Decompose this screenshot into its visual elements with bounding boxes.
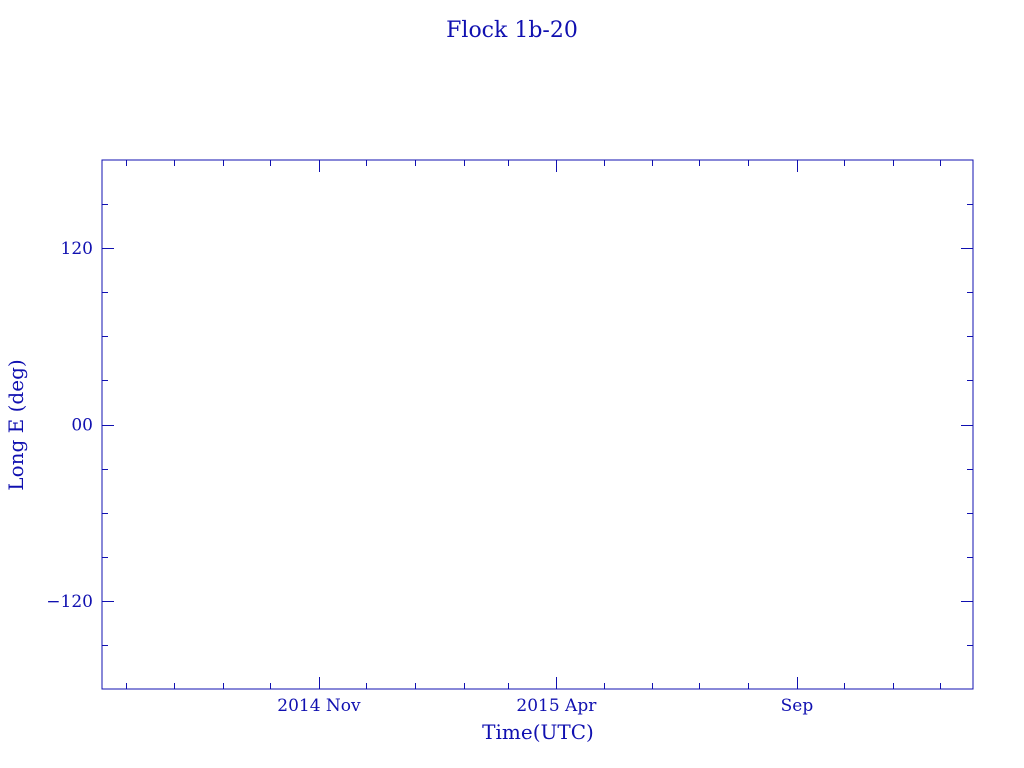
chart-title: Flock 1b-20 bbox=[446, 18, 578, 43]
x-tick-label: Sep bbox=[781, 696, 814, 716]
plot-frame bbox=[101, 159, 974, 690]
y-tick-label: 00 bbox=[71, 416, 93, 436]
x-tick-label: 2014 Nov bbox=[277, 696, 361, 716]
axis-ticks bbox=[102, 160, 973, 689]
y-tick-label: 120 bbox=[61, 239, 93, 259]
x-axis-label: Time(UTC) bbox=[482, 720, 594, 744]
tick-labels: 2014 Nov 2015 Apr Sep 120 00 −120 bbox=[46, 239, 813, 716]
y-tick-label: −120 bbox=[46, 592, 93, 612]
y-axis-label: Long E (deg) bbox=[4, 359, 28, 490]
x-tick-label: 2015 Apr bbox=[516, 696, 597, 716]
